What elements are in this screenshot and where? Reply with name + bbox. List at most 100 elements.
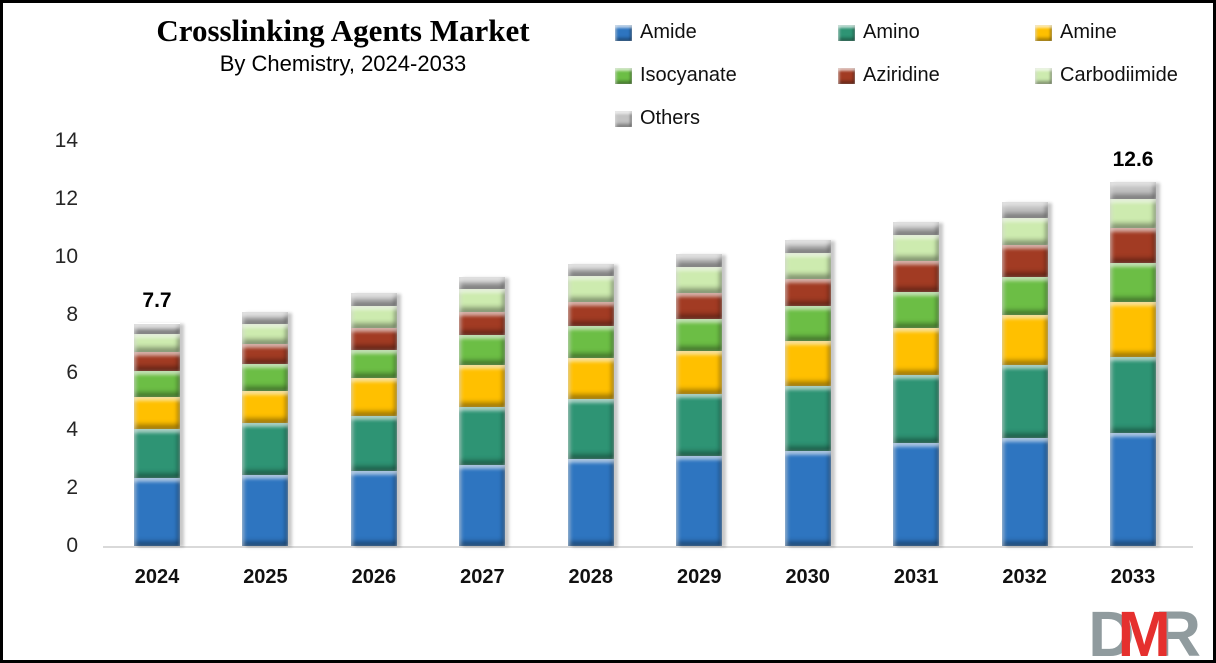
x-axis-label-2033: 2033 xyxy=(1110,566,1156,588)
legend-label: Amino xyxy=(863,21,920,43)
bar-segment-amino-2026 xyxy=(350,415,397,471)
bar-2026 xyxy=(350,293,397,546)
value-label-2033: 12.6 xyxy=(1112,147,1154,171)
legend-swatch-amide xyxy=(615,24,632,41)
x-axis-label-2025: 2025 xyxy=(243,566,288,588)
x-axis-label-2027: 2027 xyxy=(460,566,505,588)
bar-segment-amine-2032 xyxy=(1001,314,1048,366)
y-axis-tick-label: 14 xyxy=(54,129,78,153)
legend-item-amide: Amide xyxy=(615,21,838,44)
dmr-logo: D M R xyxy=(1088,598,1201,663)
bar-segment-others-2024 xyxy=(134,323,180,334)
bar-segment-amine-2030 xyxy=(784,340,831,386)
bar-segment-others-2029 xyxy=(676,254,723,268)
legend-swatch-amine xyxy=(1035,24,1052,41)
bar-segment-amine-2025 xyxy=(242,391,289,424)
bar-segment-amine-2027 xyxy=(459,365,506,408)
bar-segment-amino-2030 xyxy=(784,385,831,451)
legend-item-amine: Amine xyxy=(1035,21,1213,44)
x-axis-label-2029: 2029 xyxy=(677,566,722,588)
y-axis-tick-label: 6 xyxy=(66,360,78,384)
legend-swatch-carbodiimide xyxy=(1035,67,1052,84)
bar-segment-aziridine-2033 xyxy=(1110,228,1157,263)
legend-label: Isocyanate xyxy=(640,64,737,86)
bar-segment-carbodiimide-2033 xyxy=(1110,199,1157,229)
x-axis-label-2032: 2032 xyxy=(1002,566,1047,588)
legend-item-isocyanate: Isocyanate xyxy=(615,64,838,87)
bar-2033 xyxy=(1110,181,1157,546)
bar-segment-aziridine-2028 xyxy=(567,301,614,327)
bar-segment-carbodiimide-2026 xyxy=(350,306,397,328)
bar-segment-aziridine-2032 xyxy=(1001,245,1048,278)
legend-item-aziridine: Aziridine xyxy=(838,64,1035,87)
bar-segment-amino-2027 xyxy=(459,407,506,466)
legend-label: Aziridine xyxy=(863,64,940,86)
bar-segment-others-2031 xyxy=(893,222,940,236)
legend-item-carbodiimide: Carbodiimide xyxy=(1035,64,1213,87)
bar-segment-isocyanate-2030 xyxy=(784,306,831,341)
bar-segment-aziridine-2024 xyxy=(134,352,180,372)
bar-segment-others-2033 xyxy=(1110,181,1157,200)
bar-segment-carbodiimide-2031 xyxy=(893,235,940,262)
bar-segment-amide-2033 xyxy=(1110,433,1157,546)
legend-swatch-aziridine xyxy=(838,67,855,84)
bar-segment-aziridine-2025 xyxy=(242,343,289,364)
bar-2028 xyxy=(567,264,614,546)
bar-segment-amino-2029 xyxy=(676,394,723,457)
x-axis-label-2026: 2026 xyxy=(351,566,397,588)
bar-segment-carbodiimide-2024 xyxy=(134,333,180,353)
x-axis-label-2030: 2030 xyxy=(785,566,830,588)
bar-segment-amine-2026 xyxy=(350,378,397,416)
bar-segment-others-2025 xyxy=(242,311,289,324)
bar-segment-amide-2025 xyxy=(242,475,289,546)
legend-swatch-others xyxy=(615,110,632,127)
legend-item-others: Others xyxy=(615,107,838,130)
logo-letter-d: D xyxy=(1088,598,1135,663)
bar-segment-amide-2031 xyxy=(893,443,940,546)
bar-segment-amide-2027 xyxy=(459,465,506,546)
bar-segment-isocyanate-2032 xyxy=(1001,277,1048,315)
bar-segment-amine-2031 xyxy=(893,327,940,376)
bar-segment-amino-2028 xyxy=(567,398,614,460)
bar-segment-amide-2032 xyxy=(1001,437,1048,546)
bar-segment-isocyanate-2026 xyxy=(350,349,397,379)
y-axis-tick-label: 10 xyxy=(54,245,78,268)
title-block: Crosslinking Agents Market By Chemistry,… xyxy=(33,13,653,77)
y-axis-tick-label: 2 xyxy=(66,476,78,500)
bar-segment-isocyanate-2027 xyxy=(459,335,506,366)
bar-2032 xyxy=(1001,202,1048,546)
bar-segment-isocyanate-2029 xyxy=(676,319,723,351)
bar-segment-carbodiimide-2029 xyxy=(676,267,723,294)
bar-segment-isocyanate-2031 xyxy=(893,291,940,328)
legend: Amide Amino Amine Isocyanate Aziridine Carbod… xyxy=(615,11,1213,140)
bar-segment-aziridine-2029 xyxy=(676,293,723,320)
bar-segment-amide-2029 xyxy=(676,456,723,546)
bar-segment-amine-2024 xyxy=(134,397,180,429)
bar-segment-amino-2025 xyxy=(242,423,289,476)
bar-segment-others-2026 xyxy=(350,293,397,307)
bar-2029 xyxy=(676,254,723,546)
bar-segment-amino-2024 xyxy=(134,428,180,479)
legend-swatch-isocyanate xyxy=(615,67,632,84)
y-axis-tick-label: 4 xyxy=(66,418,78,442)
bar-segment-carbodiimide-2028 xyxy=(567,275,614,302)
bar-2025 xyxy=(242,311,289,546)
bar-segment-others-2028 xyxy=(567,264,614,276)
bar-segment-amide-2028 xyxy=(567,459,614,546)
bar-segment-aziridine-2026 xyxy=(350,327,397,350)
legend-label: Amide xyxy=(640,21,697,43)
value-label-2024: 7.7 xyxy=(142,289,172,313)
legend-swatch-amino xyxy=(838,24,855,41)
x-axis-label-2024: 2024 xyxy=(134,566,180,588)
bar-segment-amine-2033 xyxy=(1110,301,1157,357)
bar-segment-aziridine-2031 xyxy=(893,261,940,292)
bar-segment-others-2027 xyxy=(459,277,506,289)
bar-segment-aziridine-2030 xyxy=(784,278,831,307)
plot-area: 0 2 4 6 8 10 12 14 2024 7.7 2025 2026 2027 2028 2029 20… xyxy=(3,3,1213,660)
y-axis-tick-label: 0 xyxy=(66,534,78,557)
bar-segment-amine-2028 xyxy=(567,358,614,399)
bar-segment-aziridine-2027 xyxy=(459,311,506,336)
bar-segment-carbodiimide-2027 xyxy=(459,288,506,312)
bar-segment-amino-2031 xyxy=(893,375,940,444)
